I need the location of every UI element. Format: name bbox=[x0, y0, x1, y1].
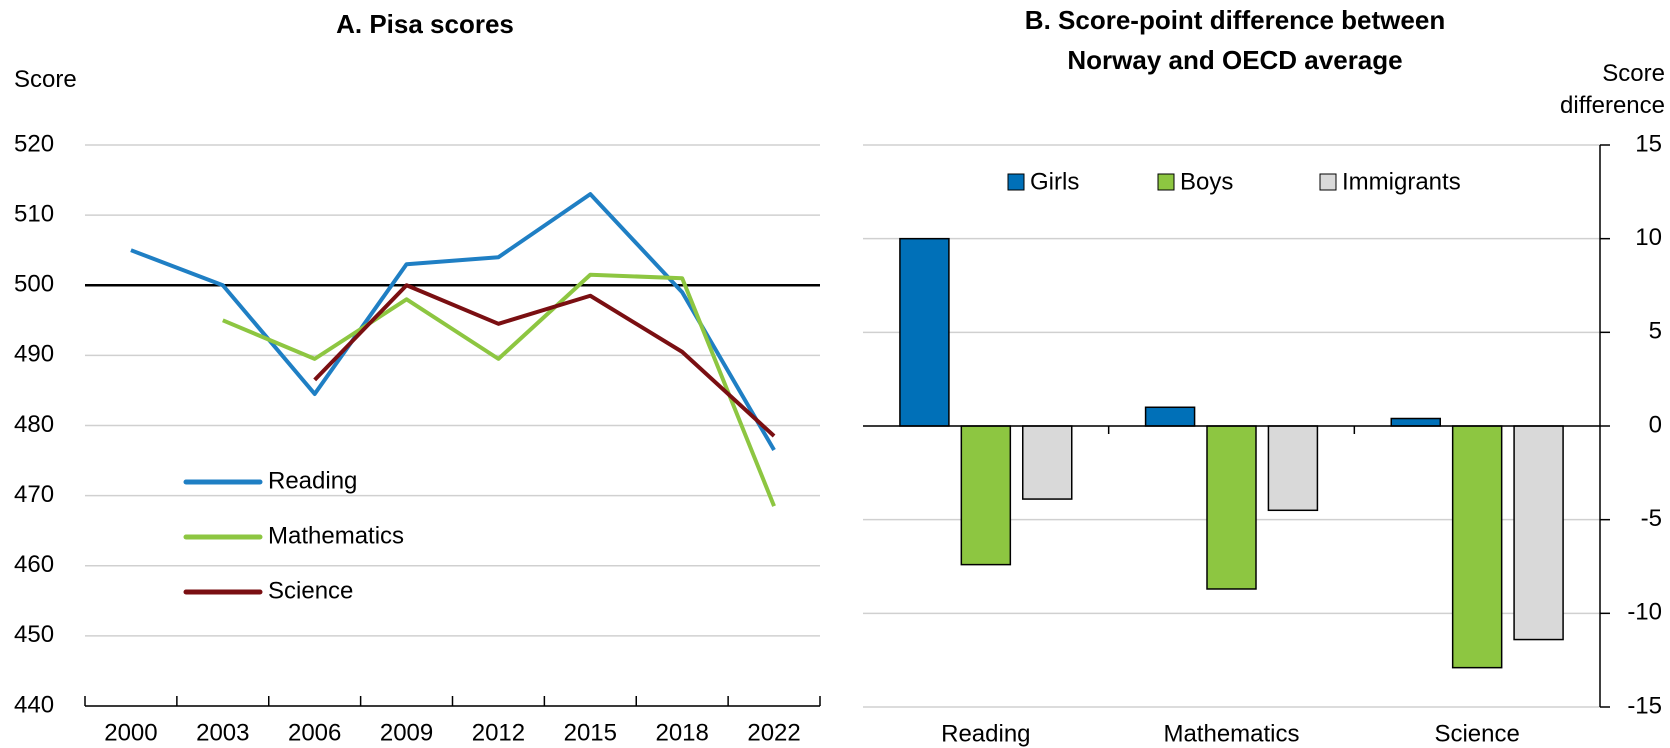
bar bbox=[1451, 425, 1503, 669]
bar bbox=[1267, 425, 1319, 512]
y-tick-label: 450 bbox=[14, 621, 54, 648]
x-tick-label: 2006 bbox=[288, 719, 341, 746]
x-tick-label: Mathematics bbox=[1163, 720, 1299, 747]
legend-swatch bbox=[1319, 173, 1337, 191]
x-tick-label: 2003 bbox=[196, 719, 249, 746]
y-tick-label: 480 bbox=[14, 411, 54, 438]
legend-label: Science bbox=[268, 577, 353, 604]
y-axis-label: Score difference bbox=[1560, 60, 1665, 119]
data-line bbox=[222, 272, 776, 507]
legend-label: Immigrants bbox=[1342, 168, 1461, 195]
legend-swatch bbox=[1007, 173, 1025, 191]
chart-title: B. Score-point difference between Norway… bbox=[1024, 5, 1446, 75]
x-tick-label: 2009 bbox=[380, 719, 433, 746]
x-tick-label: 2022 bbox=[747, 719, 800, 746]
x-tick-label: 2000 bbox=[104, 719, 157, 746]
y-tick-label: -15 bbox=[1627, 692, 1662, 719]
y-tick-label: 5 bbox=[1649, 318, 1662, 345]
chart-title: A. Pisa scores bbox=[336, 9, 514, 39]
bar bbox=[1144, 406, 1196, 427]
legend-swatch bbox=[1157, 173, 1175, 191]
x-tick-label: 2018 bbox=[655, 719, 708, 746]
y-tick-label: 510 bbox=[14, 200, 54, 227]
data-line bbox=[313, 283, 776, 438]
bar bbox=[1390, 417, 1441, 427]
y-axis-label: Score bbox=[14, 66, 77, 93]
bar bbox=[899, 237, 950, 427]
x-tick-label: Science bbox=[1434, 720, 1519, 747]
y-tick-label: 15 bbox=[1635, 130, 1662, 157]
legend-label: Mathematics bbox=[268, 522, 404, 549]
y-tick-label: 460 bbox=[14, 551, 54, 578]
y-tick-label: 490 bbox=[14, 341, 54, 368]
bar bbox=[1022, 425, 1073, 500]
x-tick-label: Reading bbox=[941, 720, 1030, 747]
legend-label: Boys bbox=[1180, 168, 1233, 195]
legend-label: Girls bbox=[1030, 168, 1079, 195]
y-tick-label: -10 bbox=[1627, 599, 1662, 626]
bar bbox=[960, 425, 1012, 566]
y-tick-label: 10 bbox=[1635, 224, 1662, 251]
y-tick-label: 470 bbox=[14, 481, 54, 508]
y-tick-label: 0 bbox=[1649, 411, 1662, 438]
bar bbox=[1206, 425, 1257, 590]
y-tick-label: -5 bbox=[1641, 505, 1662, 532]
legend-label: Reading bbox=[268, 467, 357, 494]
y-tick-label: 440 bbox=[14, 691, 54, 718]
x-tick-label: 2015 bbox=[564, 719, 617, 746]
y-tick-label: 520 bbox=[14, 130, 54, 157]
bar bbox=[1513, 425, 1564, 641]
y-tick-label: 500 bbox=[14, 271, 54, 298]
x-tick-label: 2012 bbox=[472, 719, 525, 746]
